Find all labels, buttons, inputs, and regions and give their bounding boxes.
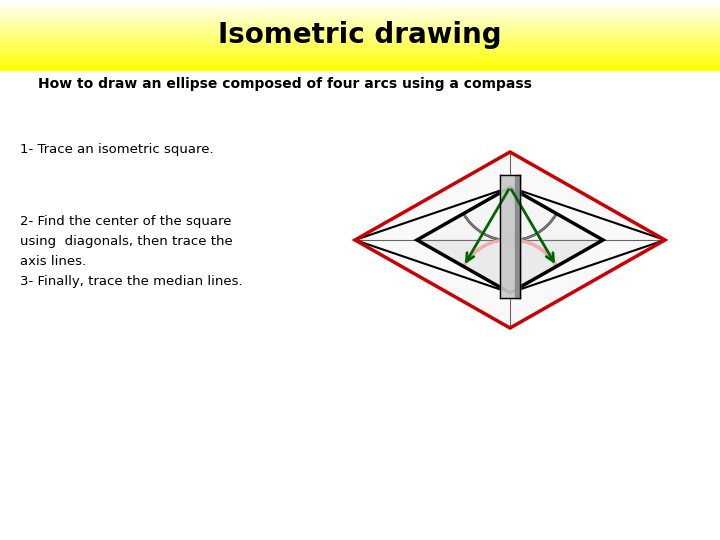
Bar (0, 26, 720, 27)
Bar (0, 41, 720, 42)
Polygon shape (355, 152, 665, 328)
Bar (0, 20, 720, 21)
Bar (0, 65, 720, 66)
Polygon shape (417, 187, 603, 240)
Bar (0, 32, 720, 33)
Bar (0, 60, 720, 61)
Bar (0, 11, 720, 12)
Bar (0, 25, 720, 26)
Bar (516, 175, 520, 298)
Bar (0, 62, 720, 63)
Text: How to draw an ellipse composed of four arcs using a compass: How to draw an ellipse composed of four … (38, 77, 532, 91)
Bar (0, 24, 720, 25)
Bar (0, 2, 720, 3)
Bar (0, 1, 720, 2)
Bar (0, 5, 720, 6)
Bar (0, 10, 720, 11)
Bar (0, 8, 720, 9)
Bar (0, 64, 720, 65)
Bar (0, 52, 720, 53)
Bar (0, 67, 720, 68)
Bar (0, 53, 720, 54)
Bar (0, 14, 720, 15)
Bar (0, 36, 720, 37)
Bar (0, 30, 720, 31)
Bar (0, 51, 720, 52)
Bar (0, 69, 720, 70)
Bar (0, 19, 720, 20)
Bar (0, 15, 720, 16)
Bar (0, 47, 720, 48)
Bar (0, 21, 720, 22)
Bar (0, 59, 720, 60)
Bar (0, 63, 720, 64)
Polygon shape (417, 240, 603, 293)
Bar (515, 175, 520, 298)
Bar (0, 37, 720, 38)
Bar (0, 7, 720, 8)
Bar (0, 43, 720, 44)
Text: Isometric drawing: Isometric drawing (218, 21, 502, 49)
Bar (0, 16, 720, 17)
Bar (0, 68, 720, 69)
Bar (0, 0, 720, 1)
Bar (0, 22, 720, 23)
Bar (0, 38, 720, 39)
Bar (0, 48, 720, 49)
Bar (0, 55, 720, 56)
Bar (0, 45, 720, 46)
Bar (0, 34, 720, 35)
Bar (0, 29, 720, 30)
Bar (500, 175, 520, 298)
Bar (0, 17, 720, 18)
Bar (0, 27, 720, 28)
Bar (0, 57, 720, 58)
Bar (0, 4, 720, 5)
Bar (0, 61, 720, 62)
Bar (0, 42, 720, 43)
Bar (0, 13, 720, 14)
Bar (0, 28, 720, 29)
Bar (0, 3, 720, 4)
Text: 2- Find the center of the square
using  diagonals, then trace the
axis lines.: 2- Find the center of the square using d… (20, 215, 233, 268)
Bar (0, 18, 720, 19)
Bar (0, 46, 720, 47)
Bar (0, 31, 720, 32)
Bar (0, 33, 720, 34)
Bar (0, 9, 720, 10)
Bar (0, 35, 720, 36)
Bar (0, 44, 720, 45)
Bar (0, 50, 720, 51)
Bar (0, 49, 720, 50)
Bar (0, 6, 720, 7)
Bar (0, 23, 720, 24)
Bar (0, 12, 720, 13)
Bar (0, 66, 720, 67)
Bar (0, 39, 720, 40)
Text: 1- Trace an isometric square.: 1- Trace an isometric square. (20, 144, 214, 157)
Bar (0, 40, 720, 41)
Bar (0, 58, 720, 59)
Bar (500, 175, 520, 298)
Bar (0, 54, 720, 55)
Bar (0, 56, 720, 57)
Text: 3- Finally, trace the median lines.: 3- Finally, trace the median lines. (20, 275, 243, 288)
